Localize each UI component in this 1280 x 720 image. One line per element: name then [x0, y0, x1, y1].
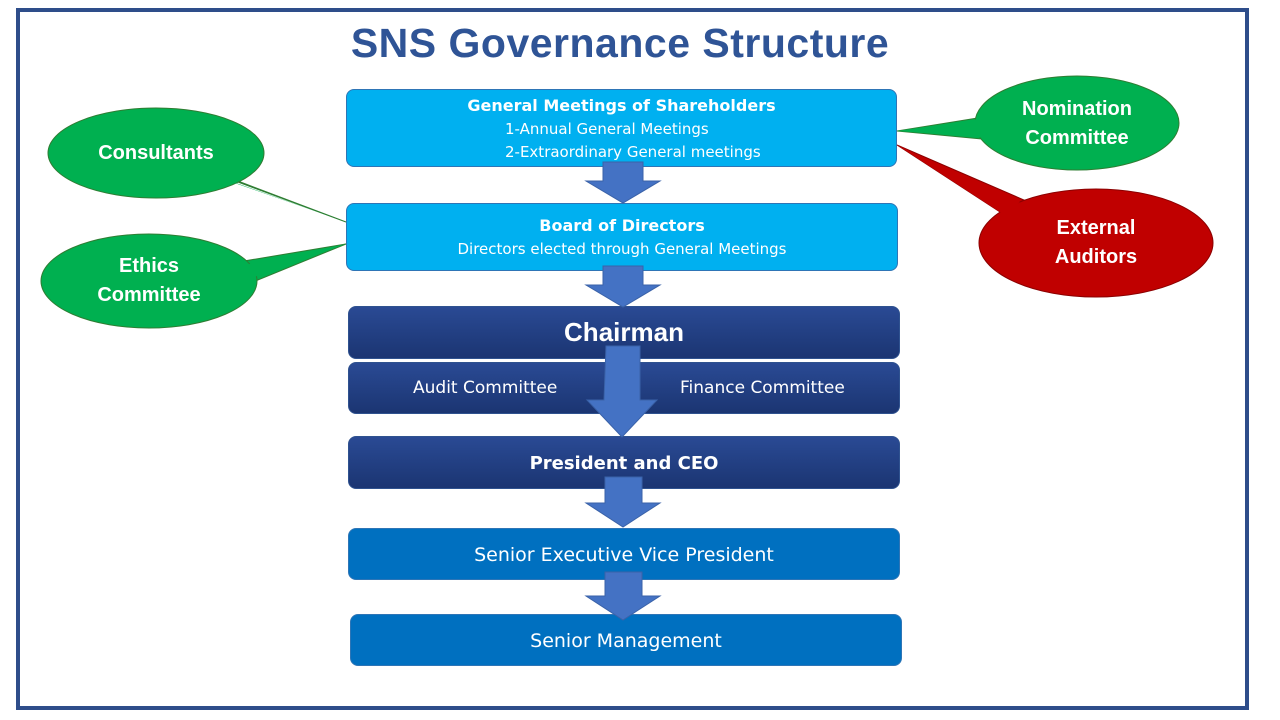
shareholders-line1: 1-Annual General Meetings [505, 120, 709, 138]
arrow-down-icon [584, 571, 662, 621]
shareholders-box: General Meetings of Shareholders 1-Annua… [346, 89, 897, 167]
page-title: SNS Governance Structure [350, 20, 890, 66]
senior-management-box: Senior Management [350, 614, 902, 666]
nomination-callout [896, 75, 1180, 171]
chairman-box: Chairman [348, 306, 900, 359]
audit-committee-label: Audit Committee [413, 378, 558, 398]
chairman-title: Chairman [564, 317, 684, 347]
arrow-down-icon [584, 161, 662, 204]
arrow-down-icon [584, 265, 662, 308]
shareholders-title: General Meetings of Shareholders [467, 96, 776, 115]
auditors-label: External Auditors [1054, 217, 1138, 268]
shareholders-line2: 2-Extraordinary General meetings [505, 143, 761, 161]
ethics-callout [40, 233, 347, 329]
slide-frame [16, 8, 1249, 710]
arrow-down-icon [585, 345, 659, 438]
board-box: Board of Directors Directors elected thr… [346, 203, 898, 271]
consultants-label: Consultants [98, 142, 214, 164]
senior-management-title: Senior Management [530, 630, 722, 652]
board-subtitle: Directors elected through General Meetin… [457, 240, 787, 258]
nomination-label: Nomination Committee [1022, 98, 1132, 149]
ceo-title: President and CEO [529, 453, 719, 474]
sevp-title: Senior Executive Vice President [474, 544, 774, 566]
ethics-label: Ethics Committee [97, 255, 201, 306]
board-title: Board of Directors [539, 216, 705, 235]
consultants-callout [47, 107, 347, 223]
finance-committee-label: Finance Committee [680, 378, 845, 398]
arrow-down-icon [584, 476, 662, 528]
auditors-callout [896, 144, 1214, 298]
